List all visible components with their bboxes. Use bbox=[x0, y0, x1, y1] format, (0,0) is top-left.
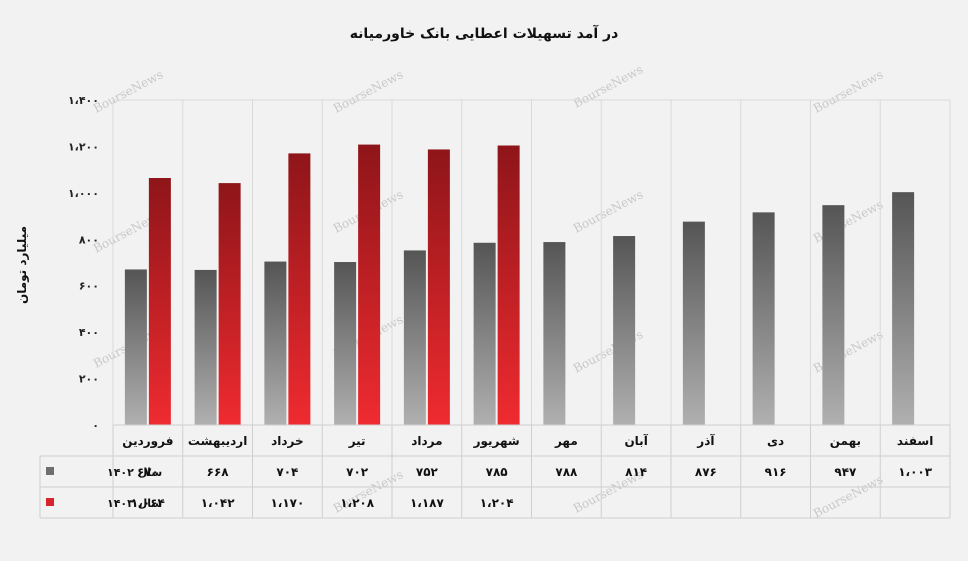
y-tick-label: ۰ bbox=[92, 419, 99, 432]
data-label: ۹۴۷ bbox=[834, 465, 857, 479]
data-label: ۱،۱۸۷ bbox=[410, 496, 445, 510]
bar-1402 bbox=[892, 192, 915, 425]
legend-swatch bbox=[46, 467, 54, 475]
bar-1403 bbox=[427, 149, 450, 426]
legend-label: سال ۱۴۰۲ bbox=[107, 466, 162, 479]
bar-1403 bbox=[497, 145, 520, 425]
y-tick-label: ۲۰۰ bbox=[79, 373, 99, 386]
x-tick-label: فروردین bbox=[122, 434, 173, 449]
data-label: ۹۱۶ bbox=[765, 465, 787, 479]
data-label: ۶۷۰ bbox=[137, 465, 159, 479]
data-label: ۷۵۲ bbox=[416, 465, 439, 479]
bar-1402 bbox=[264, 261, 287, 425]
x-tick-label: آبان bbox=[624, 433, 648, 448]
bar-1402 bbox=[682, 221, 705, 425]
y-tick-label: ۱،۴۰۰ bbox=[68, 94, 99, 107]
legend-swatch bbox=[46, 498, 54, 506]
bar-1402 bbox=[194, 269, 217, 425]
bar-1402 bbox=[473, 242, 496, 425]
chart-title: در آمد تسهیلات اعطایی بانک خاورمیانه bbox=[350, 24, 619, 42]
bar-1402 bbox=[403, 250, 426, 425]
data-table: فروردین اردیبهشت خرداد تیر مرداد شهریور مهر آبا… bbox=[39, 424, 951, 519]
data-label: ۷۸۵ bbox=[486, 465, 508, 479]
data-label: ۷۸۸ bbox=[555, 465, 578, 479]
x-tick-label: بهمن bbox=[830, 434, 861, 448]
y-tick-label: ۱،۰۰۰ bbox=[68, 187, 99, 200]
bar-1403 bbox=[288, 153, 311, 425]
bar-1403 bbox=[148, 178, 171, 425]
data-label: ۱،۱۷۰ bbox=[270, 496, 304, 510]
data-label: ۸۷۶ bbox=[695, 465, 717, 479]
data-label: ۷۰۲ bbox=[346, 465, 369, 479]
y-tick-label: ۸۰۰ bbox=[79, 233, 99, 246]
x-tick-label: اردیبهشت bbox=[188, 434, 247, 448]
x-tick-label: خرداد bbox=[271, 434, 304, 448]
bar-1403 bbox=[358, 144, 381, 426]
y-tick-label: ۴۰۰ bbox=[79, 326, 99, 339]
data-label: ۸۱۴ bbox=[625, 465, 647, 479]
x-tick-label: مرداد bbox=[411, 434, 442, 448]
data-label: ۷۰۴ bbox=[276, 465, 298, 479]
data-label: ۱،۲۰۸ bbox=[340, 496, 375, 510]
bar-1402 bbox=[543, 242, 566, 425]
bar-1402 bbox=[822, 205, 845, 425]
plot-area: ۰ ۲۰۰ ۴۰۰ ۶۰۰ ۸۰۰ ۱،۰۰۰ ۱،۲۰۰ ۱،۴۰۰ bbox=[68, 94, 951, 432]
bar-1402 bbox=[752, 212, 775, 425]
bar-1402 bbox=[334, 262, 357, 425]
data-label: ۱،۰۴۲ bbox=[201, 496, 236, 510]
data-label: ۱،۲۰۴ bbox=[480, 496, 514, 510]
x-tick-label: اسفند bbox=[897, 434, 933, 448]
y-tick-label: ۱،۲۰۰ bbox=[68, 140, 99, 153]
x-tick-label: شهریور bbox=[473, 434, 520, 449]
legend-label: سال ۱۴۰۳ bbox=[107, 497, 162, 510]
bar-1402 bbox=[124, 269, 147, 425]
data-label: ۱،۰۰۳ bbox=[898, 465, 933, 479]
data-label: ۶۶۸ bbox=[207, 465, 230, 479]
x-tick-label: مهر bbox=[554, 434, 578, 448]
y-axis-label: میلیارد تومان bbox=[15, 226, 30, 304]
y-tick-label: ۶۰۰ bbox=[79, 280, 99, 293]
bar-1403 bbox=[218, 183, 241, 425]
x-tick-label: دی bbox=[767, 434, 784, 448]
data-label: ۱،۰۶۴ bbox=[131, 496, 165, 510]
bar-1402 bbox=[613, 236, 636, 425]
x-tick-label: تیر bbox=[348, 434, 366, 448]
x-tick-label: آذر bbox=[696, 433, 715, 448]
